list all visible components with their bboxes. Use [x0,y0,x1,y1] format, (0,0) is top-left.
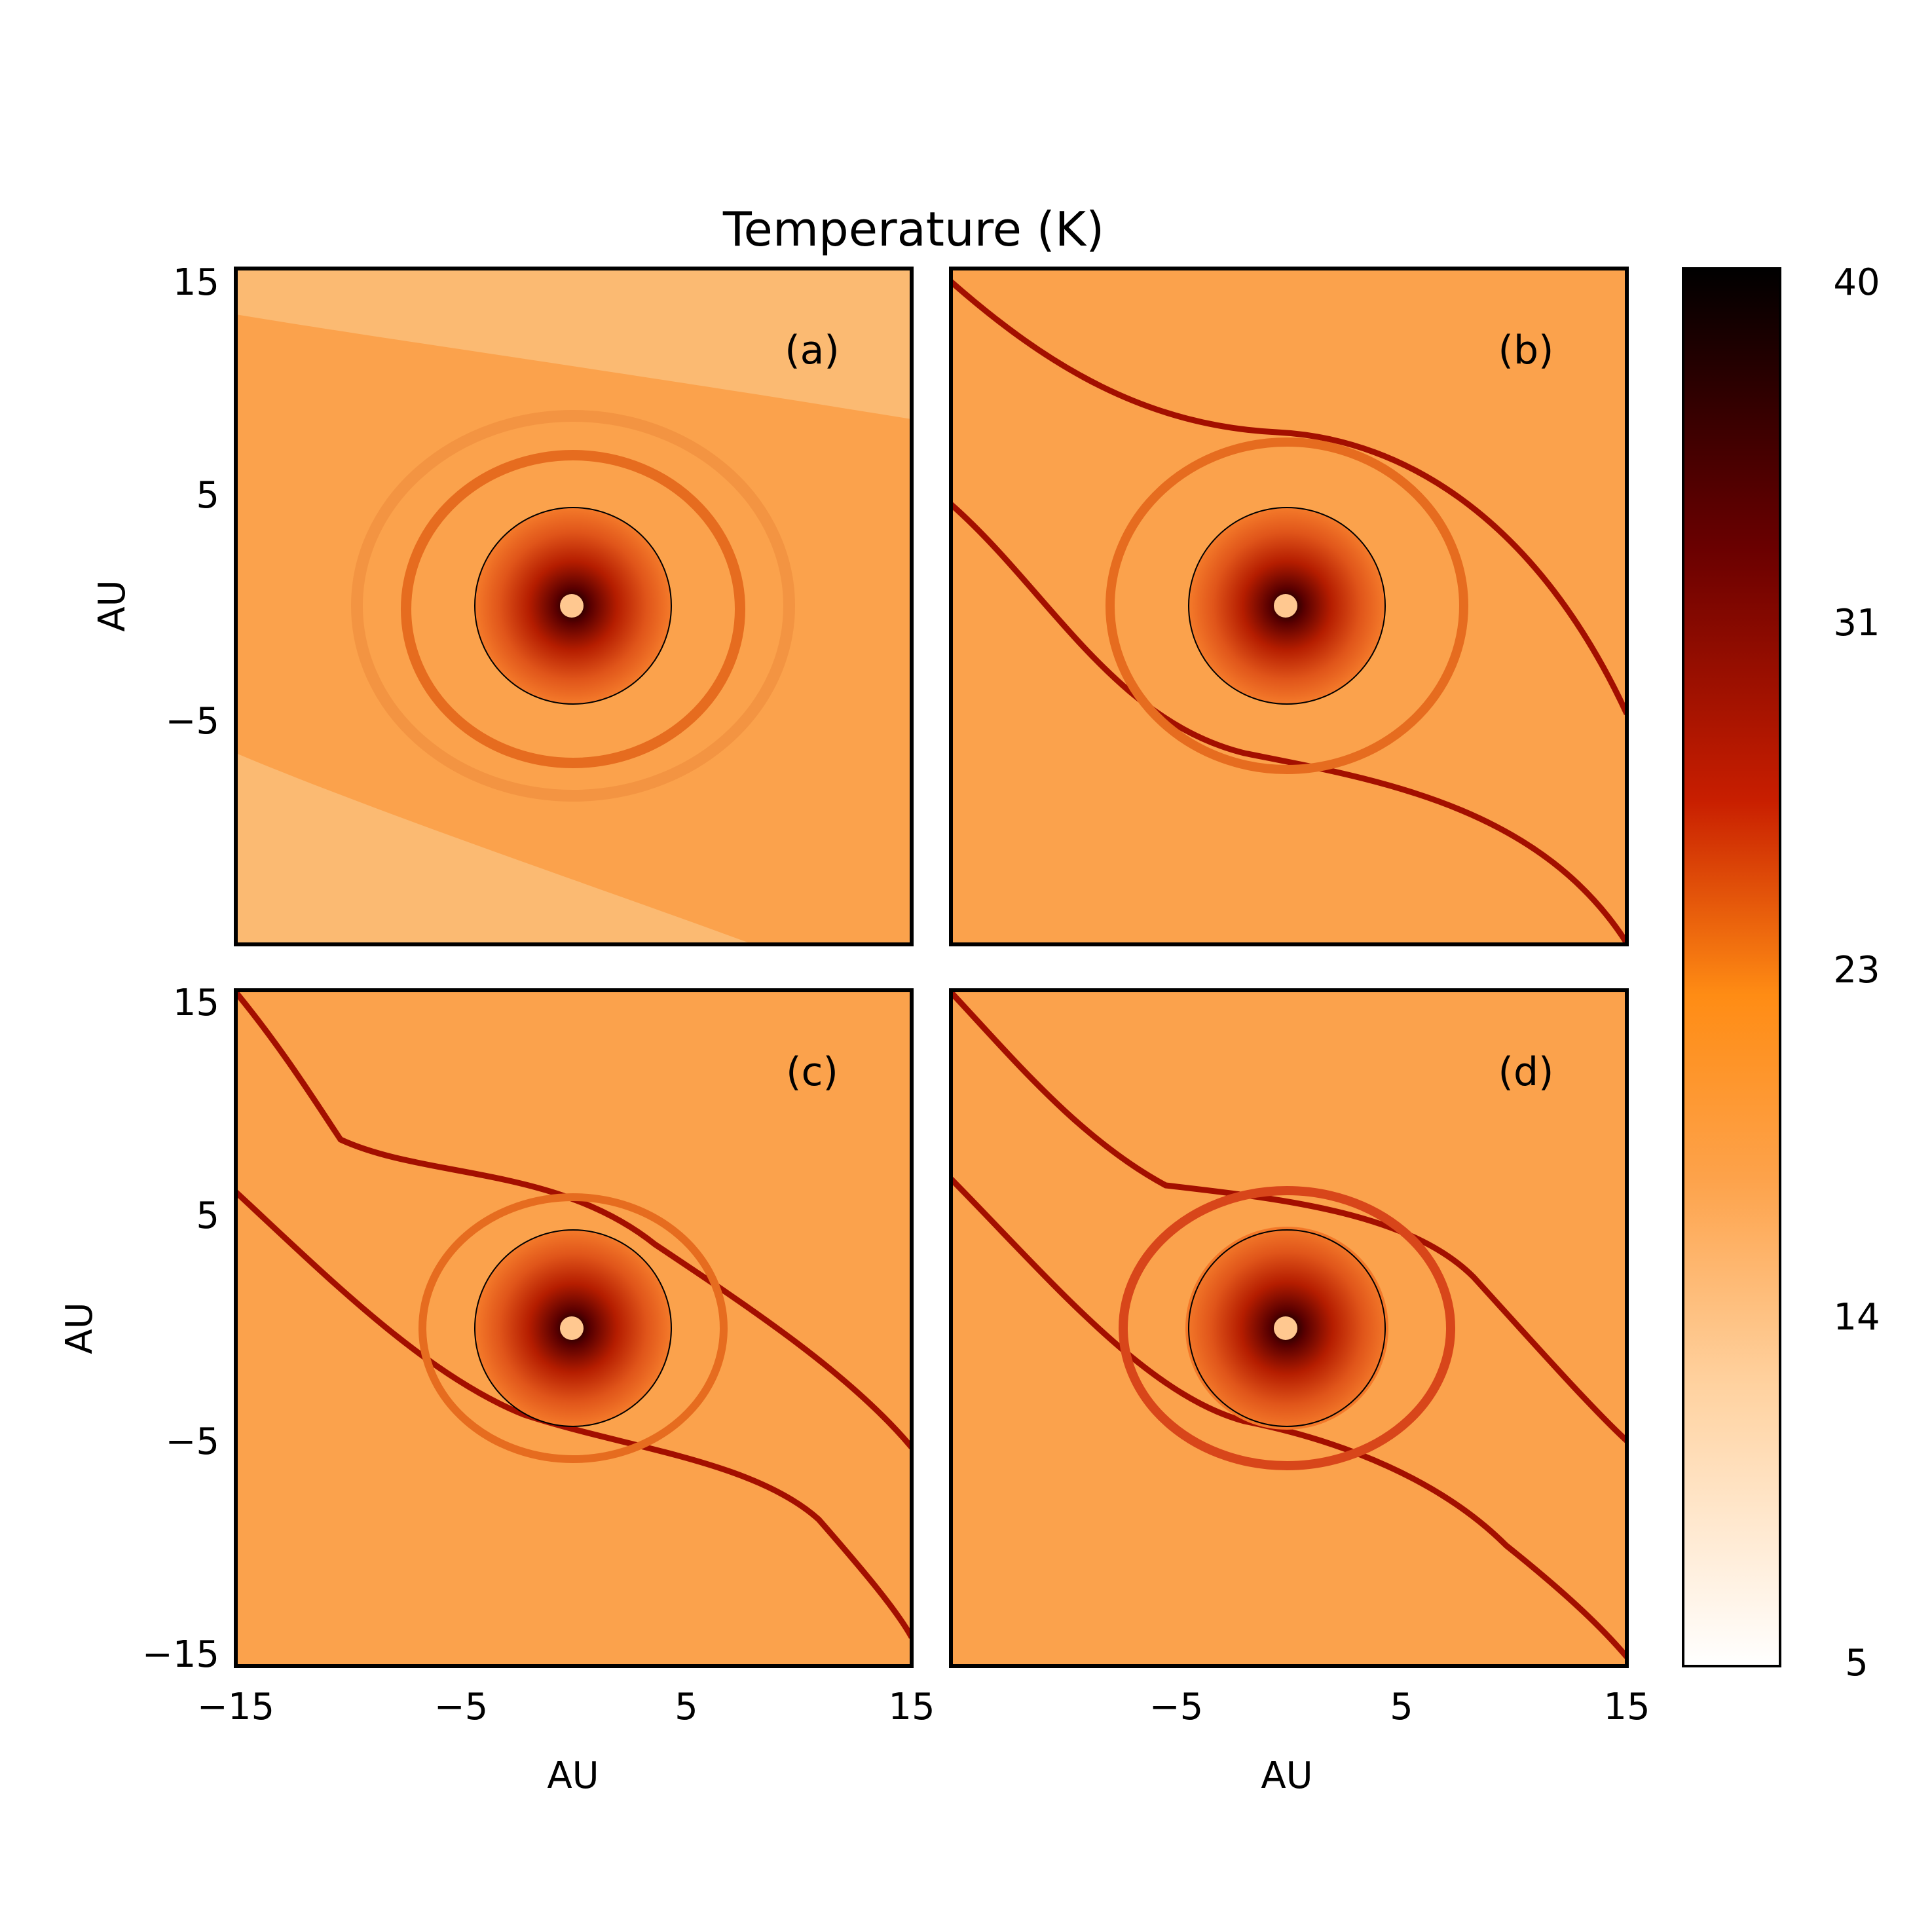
x-tick-label: −15 [197,1686,274,1728]
panel-b-label: (b) [1498,327,1554,373]
panel-b-filament-upper [951,279,1627,715]
y-tick-label: −15 [142,1633,219,1676]
panel-c-star [560,1316,584,1340]
y-ticks-bottom: 15 5 −5 −15 [142,982,219,1676]
colorbar-tick-label: 5 [1845,1642,1868,1684]
panel-a-spiral-arm [401,450,745,768]
y-tick-label: 15 [173,982,219,1024]
panel-a: (a) [234,267,914,946]
panel-d-filament-upper [951,990,1627,1443]
y-tick-label: −5 [165,700,219,743]
colorbar-tick-label: 14 [1833,1296,1880,1339]
panel-d-frame [949,988,1629,1668]
panel-b-ring [1188,507,1386,705]
y-tick-label: 5 [196,474,219,517]
panel-d-filament-lower [951,1176,1627,1659]
colorbar-tick-label: 40 [1833,261,1880,304]
y-tick-label: 5 [196,1195,219,1237]
panel-c-frame [234,988,914,1668]
panel-b: (b) [949,267,1629,946]
panel-a-star [560,594,584,618]
panel-d: (d) [949,988,1629,1668]
figure-title: Temperature (K) [722,202,1104,257]
x-ticks-left: −15 −5 5 15 [197,1686,935,1728]
panel-b-star [1274,594,1297,618]
panel-c-filament-upper [236,990,912,1449]
x-tick-label: −5 [1149,1686,1204,1728]
panel-c-filament-lower [236,1189,912,1639]
colorbar-tick-label: 31 [1833,602,1880,644]
x-tick-label: 15 [888,1686,935,1728]
panel-a-frame [234,267,914,946]
y-tick-label: −5 [165,1421,219,1463]
y-ticks-top: 15 5 −5 [165,261,219,743]
panel-b-envelope [1105,437,1468,774]
panel-d-star [1274,1316,1297,1340]
x-axis-title-right: AU [1261,1755,1312,1797]
panel-b-filament-lower [951,502,1627,944]
panel-a-label: (a) [785,327,840,373]
panel-a-ring [474,507,672,705]
x-tick-label: 15 [1603,1686,1650,1728]
panel-c-label: (c) [786,1049,838,1095]
x-tick-label: −5 [434,1686,489,1728]
panel-c-envelope [418,1193,728,1463]
panel-c-ring [474,1229,672,1427]
y-axis-title-bottom: AU [58,1302,101,1354]
y-axis-title-top: AU [91,580,134,631]
x-tick-label: 5 [675,1686,698,1728]
panel-d-envelope [1119,1186,1455,1470]
panel-b-frame [949,267,1629,946]
colorbar-gradient [1682,267,1781,1667]
x-axis-title-left: AU [547,1755,599,1797]
panel-a-outer-spiral [351,410,795,802]
colorbar: 40 31 23 14 5 [1682,261,1880,1684]
y-tick-label: 15 [173,261,219,304]
panel-d-label: (d) [1498,1049,1554,1095]
x-tick-label: 5 [1390,1686,1413,1728]
panel-c: (c) [234,988,914,1668]
x-ticks-right: −5 5 15 [1149,1686,1650,1728]
colorbar-tick-label: 23 [1833,949,1880,992]
panel-d-ring [1188,1229,1386,1427]
